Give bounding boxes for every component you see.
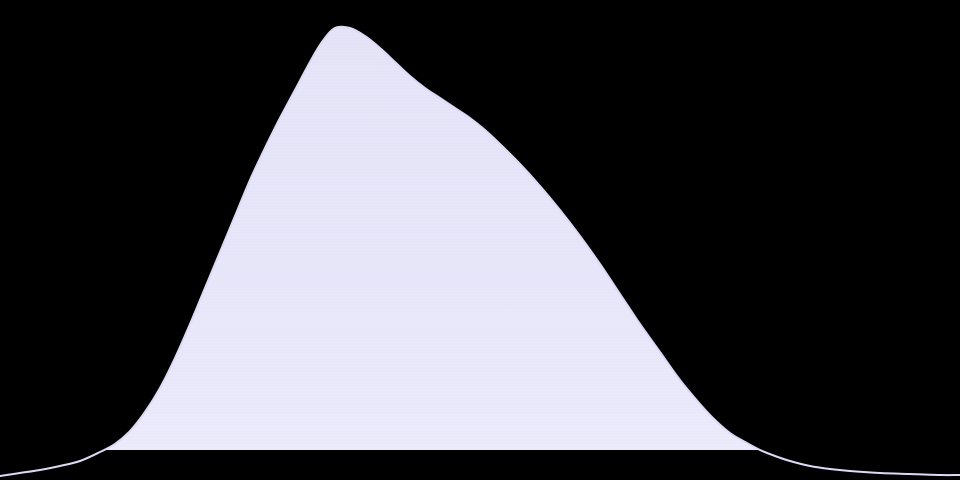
density-curve-line [0, 25, 960, 477]
density-area-banding [0, 26, 960, 450]
